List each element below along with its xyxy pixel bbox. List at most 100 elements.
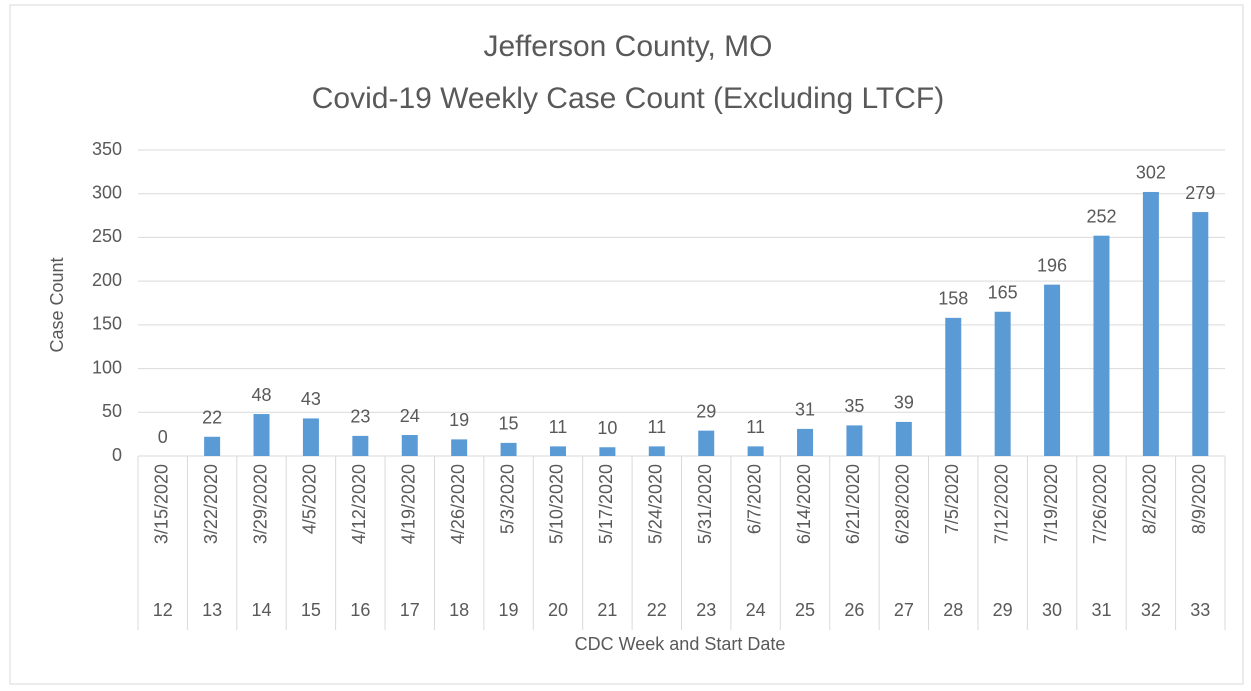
bar xyxy=(698,430,715,456)
data-label: 24 xyxy=(400,406,420,426)
data-label: 165 xyxy=(988,282,1018,302)
x-tick-label: 3/15/2020 xyxy=(151,464,171,544)
x-tick-label: 5/10/2020 xyxy=(547,464,567,544)
chart-subtitle: Covid-19 Weekly Case Count (Excluding LT… xyxy=(312,82,944,115)
week-label: 13 xyxy=(202,600,222,620)
week-label: 14 xyxy=(252,600,272,620)
x-tick-label: 6/21/2020 xyxy=(843,464,863,544)
week-label: 12 xyxy=(153,600,173,620)
y-tick-label: 50 xyxy=(102,401,122,421)
data-label: 158 xyxy=(938,289,968,309)
week-label: 17 xyxy=(400,600,420,620)
y-tick-label: 300 xyxy=(92,182,122,202)
week-label: 23 xyxy=(696,600,716,620)
data-label: 252 xyxy=(1086,206,1116,226)
data-label: 43 xyxy=(301,389,321,409)
data-label: 11 xyxy=(746,417,765,437)
data-label: 29 xyxy=(696,401,716,421)
x-tick-label: 4/5/2020 xyxy=(300,464,320,534)
y-tick-label: 200 xyxy=(92,270,122,290)
week-label: 16 xyxy=(350,600,370,620)
week-label: 33 xyxy=(1190,600,1210,620)
x-tick-label: 8/2/2020 xyxy=(1140,464,1160,534)
data-label: 31 xyxy=(795,400,815,420)
x-tick-label: 5/31/2020 xyxy=(695,464,715,544)
bar xyxy=(302,418,319,456)
week-label: 32 xyxy=(1141,600,1161,620)
x-tick-label: 5/24/2020 xyxy=(646,464,666,544)
data-label: 15 xyxy=(499,414,519,434)
y-tick-label: 150 xyxy=(92,314,122,334)
bar xyxy=(352,435,369,456)
week-label: 18 xyxy=(449,600,469,620)
bar xyxy=(994,311,1011,456)
x-tick-label: 7/12/2020 xyxy=(991,464,1011,544)
week-label: 27 xyxy=(894,600,914,620)
week-label: 31 xyxy=(1091,600,1111,620)
x-tick-label: 8/9/2020 xyxy=(1189,464,1209,534)
y-tick-label: 100 xyxy=(92,357,122,377)
x-tick-label: 4/26/2020 xyxy=(448,464,468,544)
data-label: 0 xyxy=(158,427,168,447)
x-tick-label: 6/7/2020 xyxy=(744,464,764,534)
data-label: 11 xyxy=(549,417,568,437)
week-label: 20 xyxy=(548,600,568,620)
data-label: 10 xyxy=(597,418,617,438)
bar xyxy=(451,439,468,456)
bar xyxy=(1142,191,1159,457)
bar xyxy=(648,446,665,456)
week-label: 28 xyxy=(943,600,963,620)
x-tick-label: 5/17/2020 xyxy=(596,464,616,544)
x-tick-label: 5/3/2020 xyxy=(497,464,517,534)
y-tick-label: 0 xyxy=(112,445,122,465)
x-tick-label: 7/5/2020 xyxy=(942,464,962,534)
x-tick-label: 4/19/2020 xyxy=(399,464,419,544)
chart-border xyxy=(9,4,1244,685)
week-label: 24 xyxy=(746,600,766,620)
x-tick-label: 6/28/2020 xyxy=(893,464,913,544)
bar xyxy=(1192,212,1209,456)
data-label: 302 xyxy=(1136,163,1166,183)
week-label: 26 xyxy=(844,600,864,620)
week-label: 22 xyxy=(647,600,667,620)
data-label: 11 xyxy=(647,417,666,437)
week-label: 29 xyxy=(993,600,1013,620)
y-tick-label: 350 xyxy=(92,139,122,159)
week-label: 15 xyxy=(301,600,321,620)
x-axis-title: CDC Week and Start Date xyxy=(575,634,786,654)
x-tick-label: 3/29/2020 xyxy=(250,464,270,544)
data-label: 48 xyxy=(252,385,272,405)
x-tick-label: 6/14/2020 xyxy=(794,464,814,544)
week-label: 25 xyxy=(795,600,815,620)
data-label: 196 xyxy=(1037,255,1067,275)
bar xyxy=(500,442,517,456)
week-label: 19 xyxy=(499,600,519,620)
x-tick-label: 7/19/2020 xyxy=(1041,464,1061,544)
bar xyxy=(599,447,616,456)
bar xyxy=(253,414,270,456)
x-tick-label: 7/26/2020 xyxy=(1090,464,1110,544)
bar xyxy=(1093,235,1110,456)
bar xyxy=(797,428,814,456)
x-tick-label: 3/22/2020 xyxy=(201,464,221,544)
week-label: 21 xyxy=(597,600,617,620)
data-label: 35 xyxy=(844,396,864,416)
week-label: 30 xyxy=(1042,600,1062,620)
bar xyxy=(945,317,962,456)
bar xyxy=(204,436,221,456)
data-label: 22 xyxy=(202,408,222,428)
data-label: 19 xyxy=(449,410,469,430)
data-label: 279 xyxy=(1185,183,1215,203)
bar xyxy=(401,435,418,456)
x-tick-label: 4/12/2020 xyxy=(349,464,369,544)
bar xyxy=(1044,284,1061,456)
data-label: 39 xyxy=(894,393,914,413)
bar xyxy=(846,425,863,456)
y-tick-label: 250 xyxy=(92,226,122,246)
y-axis-title: Case Count xyxy=(47,257,67,352)
bar xyxy=(747,446,764,456)
bar xyxy=(895,421,912,456)
bar xyxy=(549,446,566,456)
chart-title: Jefferson County, MO xyxy=(483,30,772,63)
